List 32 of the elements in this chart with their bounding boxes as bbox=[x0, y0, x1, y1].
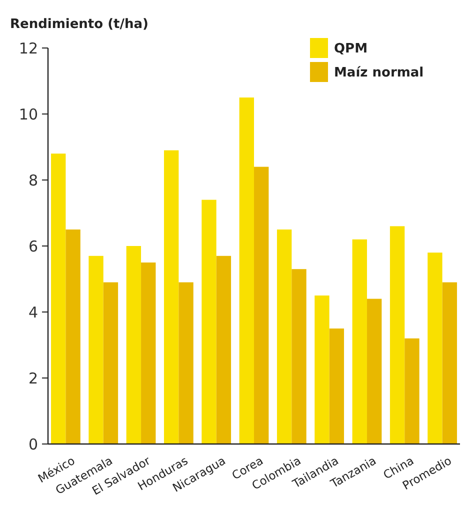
legend-label: Maíz normal bbox=[334, 66, 424, 81]
bar bbox=[292, 269, 306, 444]
bar bbox=[66, 230, 80, 444]
y-tick-label: 8 bbox=[28, 171, 38, 190]
y-tick-label: 0 bbox=[28, 435, 38, 454]
y-tick-label: 6 bbox=[28, 237, 38, 256]
bar bbox=[329, 328, 344, 444]
legend-label: QPM bbox=[334, 42, 368, 57]
y-axis-title: Rendimiento (t/ha) bbox=[10, 17, 148, 32]
bar bbox=[442, 282, 457, 444]
bar bbox=[126, 246, 142, 444]
bar bbox=[254, 166, 269, 444]
bar bbox=[164, 150, 179, 444]
y-tick-label: 12 bbox=[18, 39, 38, 58]
bar bbox=[202, 200, 216, 444]
bar bbox=[51, 154, 66, 444]
y-tick-label: 4 bbox=[28, 303, 38, 322]
y-tick-label: 2 bbox=[28, 369, 38, 388]
bar bbox=[216, 256, 232, 444]
bar bbox=[88, 256, 104, 444]
bar bbox=[428, 252, 442, 444]
bar bbox=[276, 230, 292, 444]
bar bbox=[352, 239, 367, 444]
bar bbox=[141, 262, 156, 444]
bar bbox=[103, 282, 118, 444]
bar bbox=[390, 226, 405, 444]
bar bbox=[239, 98, 254, 444]
bar bbox=[314, 296, 330, 444]
bar bbox=[404, 338, 420, 444]
bar bbox=[178, 282, 194, 444]
bar bbox=[366, 298, 382, 444]
y-tick-label: 10 bbox=[18, 105, 38, 124]
